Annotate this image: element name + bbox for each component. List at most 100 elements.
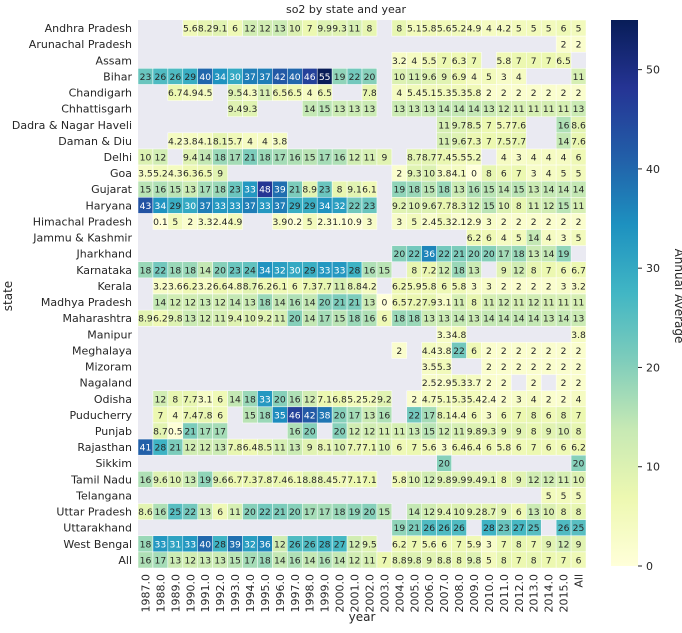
cell-value-label: 4: [396, 88, 402, 99]
cell-value-label: 2: [516, 362, 522, 373]
y-tick-label: Assam: [96, 54, 132, 67]
cell-value-label: 9.2: [392, 201, 407, 212]
x-tick-label: 2010.0: [483, 574, 496, 613]
cell-value-label: 8: [531, 410, 537, 421]
cell-value-label: 17: [498, 249, 510, 260]
cell-value-label: 2: [561, 88, 567, 99]
cell-value-label: 16: [379, 410, 391, 421]
colorbar-tick-label: 40: [646, 163, 660, 176]
cell-value-label: 5.8: [422, 24, 437, 35]
cell-value-label: 14: [543, 249, 555, 260]
cell-value-label: 8.3: [452, 201, 467, 212]
y-tick-label: Uttar Pradesh: [56, 506, 132, 519]
cell-value-label: 14: [304, 298, 316, 309]
y-tick-label: Rajasthan: [77, 441, 132, 454]
cell-value-label: 16: [364, 314, 376, 325]
cell-value-label: 22: [184, 507, 196, 518]
cell-value-label: 16: [468, 185, 480, 196]
cell-value-label: 13: [468, 265, 480, 276]
cell-value-label: 6.9: [452, 72, 467, 83]
cell-value-label: 19: [199, 475, 211, 486]
cell-value-label: 11: [528, 104, 540, 115]
cell-value-label: 20: [364, 72, 376, 83]
cell-value-label: 6.7: [168, 88, 183, 99]
cell-value-label: 9: [307, 443, 313, 454]
cell-value-label: 9.6: [422, 72, 437, 83]
cell-value-label: 20: [244, 507, 256, 518]
cell-value-label: 16: [289, 298, 301, 309]
y-tick-label: Andhra Pradesh: [45, 22, 132, 35]
cell-value-label: 18: [349, 314, 361, 325]
cell-value-label: 5: [561, 491, 567, 502]
cell-value-label: 3: [501, 72, 507, 83]
cell-value-label: 9.3: [243, 104, 258, 115]
y-tick-label: Jammu & Kashmir: [32, 232, 132, 245]
cell-value-label: 14: [199, 265, 211, 276]
y-tick-label: All: [118, 554, 132, 567]
cell-value-label: 13: [528, 249, 540, 260]
colorbar-ticks: 0 10 20 30 40 50: [638, 64, 660, 573]
cell-value-label: 13: [214, 443, 226, 454]
cell-value-label: 2: [561, 394, 567, 405]
heatmap-cell: [570, 35, 587, 53]
cell-value-label: 40: [199, 539, 211, 550]
cell-value-label: 20: [438, 459, 450, 470]
cell-value-label: 14: [543, 185, 555, 196]
cell-value-label: 19: [349, 507, 361, 518]
cell-value-label: 30: [229, 72, 241, 83]
cell-value-label: 12: [438, 427, 450, 438]
cell-value-label: 7.4: [437, 153, 452, 164]
cell-value-label: 5.3: [452, 378, 467, 389]
cell-value-label: 11: [214, 314, 226, 325]
cell-value-label: 9.3: [482, 427, 497, 438]
cell-value-label: 6: [217, 410, 223, 421]
cell-value-label: 8: [531, 265, 537, 276]
cell-value-label: 5: [307, 217, 313, 228]
cell-value-label: 3.2: [153, 281, 168, 292]
cell-value-label: 6: [516, 507, 522, 518]
cell-value-label: 9.9: [452, 475, 467, 486]
cell-value-label: 5.2: [347, 394, 362, 405]
chart-title: so2 by state and year: [286, 3, 407, 16]
colorbar-tick-label: 30: [646, 262, 660, 275]
cell-value-label: 16: [334, 153, 346, 164]
cell-value-label: 6: [516, 443, 522, 454]
cell-value-label: 7: [441, 56, 447, 67]
cell-value-label: 8: [531, 427, 537, 438]
cell-value-label: 7.8: [362, 88, 377, 99]
cell-value-label: 12: [513, 265, 525, 276]
cell-value-label: 7: [471, 56, 477, 67]
x-tick-label: 2006.0: [423, 574, 436, 613]
cell-value-label: 8: [486, 169, 492, 180]
cell-value-label: 12: [498, 104, 510, 115]
y-tick-label: Maharashtra: [63, 312, 133, 325]
cell-value-label: 12: [199, 443, 211, 454]
cell-value-label: 18: [259, 555, 271, 566]
cell-value-label: 29: [169, 201, 181, 212]
cell-value-label: 6: [217, 394, 223, 405]
cell-value-label: 13: [334, 104, 346, 115]
y-tick-label: Telangana: [75, 489, 132, 502]
cell-value-label: 6.5: [287, 88, 302, 99]
cell-value-label: 9.4: [183, 153, 198, 164]
cell-value-label: 4: [531, 394, 537, 405]
cell-value-label: 5.1: [437, 394, 452, 405]
cell-value-label: 6: [501, 169, 507, 180]
heatmap-cell: [376, 503, 393, 520]
y-tick-label: Sikkim: [95, 457, 132, 470]
y-tick-label: Haryana: [86, 199, 133, 212]
cell-value-label: 6.2: [153, 314, 168, 325]
cell-value-label: 17: [155, 555, 167, 566]
cell-value-label: 33: [259, 201, 271, 212]
cell-value-label: 8: [367, 24, 373, 35]
cell-value-label: 9.4: [437, 507, 452, 518]
cell-value-label: 4.9: [467, 24, 482, 35]
cell-value-label: 7: [531, 443, 537, 454]
cell-value-label: 14: [558, 136, 570, 147]
cell-value-label: 4.4: [422, 346, 437, 357]
cell-value-label: 2: [516, 346, 522, 357]
cell-value-label: 37: [199, 201, 211, 212]
cell-value-label: 14: [573, 185, 585, 196]
cell-value-label: 2.3: [317, 217, 332, 228]
